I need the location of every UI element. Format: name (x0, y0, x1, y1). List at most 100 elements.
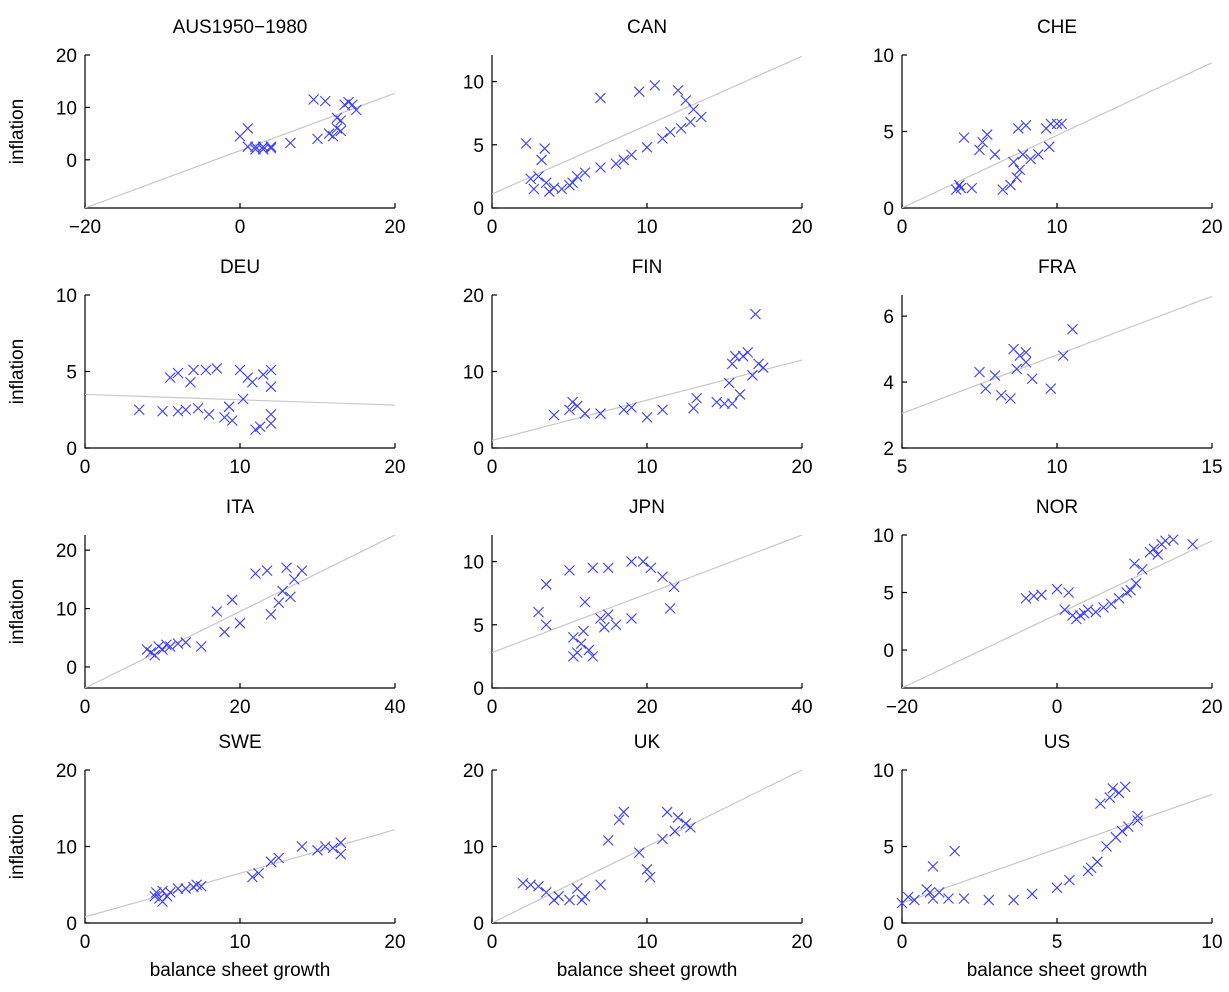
x-tick-label: 0 (487, 457, 498, 478)
point (211, 606, 223, 617)
point (1026, 888, 1038, 900)
point (335, 115, 347, 126)
y-tick-label: 0 (66, 151, 77, 172)
point (211, 363, 223, 374)
point (641, 141, 653, 153)
point (254, 421, 266, 432)
point (571, 170, 583, 182)
y-tick-label: 0 (883, 199, 894, 220)
point (737, 350, 749, 362)
panel-title: UK (634, 732, 661, 753)
point (1104, 792, 1116, 803)
point (610, 158, 622, 170)
point (1122, 821, 1134, 832)
axis-spine (901, 55, 1212, 209)
point (657, 133, 668, 144)
point (618, 806, 630, 818)
y-tick-label: 0 (473, 199, 484, 220)
point (327, 130, 339, 142)
point (556, 183, 568, 195)
point (335, 837, 347, 849)
y-tick-label: 0 (66, 439, 77, 460)
point (133, 404, 145, 416)
point (1051, 583, 1063, 595)
point (618, 154, 630, 166)
point (528, 183, 540, 195)
point (540, 177, 552, 189)
point (1113, 592, 1125, 604)
x-axis-label: balance sheet growth (150, 960, 331, 981)
point (1005, 179, 1016, 191)
point (953, 179, 965, 191)
point (1020, 346, 1032, 358)
panel: NOR −20 0 20 0 5 10 (873, 497, 1223, 718)
point (533, 606, 544, 618)
x-tick-label: 20 (1201, 697, 1222, 718)
x-tick-label: 20 (384, 457, 405, 478)
point (237, 393, 249, 405)
y-axis-label: inflation (7, 579, 28, 645)
x-tick-label: 20 (384, 217, 405, 238)
point (160, 639, 172, 651)
panel: FIN 0 10 20 0 10 20 (463, 257, 813, 478)
point (661, 806, 673, 818)
point (539, 143, 551, 154)
x-tick-label: 5 (1052, 932, 1063, 953)
point (284, 591, 296, 603)
point (1012, 123, 1024, 134)
point (723, 377, 735, 389)
point (1152, 549, 1164, 560)
y-axis-label: inflation (7, 814, 28, 880)
point (164, 887, 176, 898)
point (312, 844, 323, 856)
point (726, 398, 738, 410)
point (1105, 598, 1117, 610)
point (575, 638, 587, 650)
point (564, 565, 575, 576)
y-tick-label: 0 (473, 679, 484, 700)
point (564, 894, 575, 906)
x-tick-label: 0 (487, 217, 498, 238)
point (579, 890, 591, 902)
point (977, 136, 988, 148)
point (927, 861, 939, 872)
point (602, 562, 614, 574)
x-tick-label: 0 (487, 697, 498, 718)
point (192, 402, 204, 414)
point (949, 845, 961, 857)
point (633, 86, 645, 98)
point (981, 129, 993, 140)
point (626, 556, 637, 567)
panel-title: SWE (218, 732, 261, 753)
axis-spine (84, 770, 395, 924)
axis-spine (901, 770, 1212, 924)
point (312, 133, 323, 145)
point (983, 894, 995, 906)
point (933, 887, 945, 898)
point (641, 412, 653, 423)
point (742, 346, 754, 358)
point (664, 126, 676, 138)
point (1187, 538, 1199, 550)
y-tick-label: 20 (56, 46, 77, 67)
y-tick-label: 0 (883, 641, 894, 662)
x-tick-label: 0 (80, 697, 91, 718)
point (688, 402, 699, 414)
point (203, 408, 215, 420)
x-tick-label: 20 (791, 932, 812, 953)
point (265, 856, 277, 868)
point (1020, 119, 1032, 131)
y-axis-label: inflation (7, 339, 28, 405)
point (567, 177, 578, 189)
point (685, 821, 696, 833)
point (1064, 874, 1075, 886)
panel-title: CAN (627, 17, 667, 38)
x-axis-label: balance sheet growth (557, 960, 738, 981)
point (578, 625, 589, 637)
point (350, 104, 362, 116)
point (1098, 602, 1109, 613)
point (188, 364, 199, 376)
point (989, 370, 1001, 381)
point (734, 389, 746, 400)
point (924, 887, 936, 898)
